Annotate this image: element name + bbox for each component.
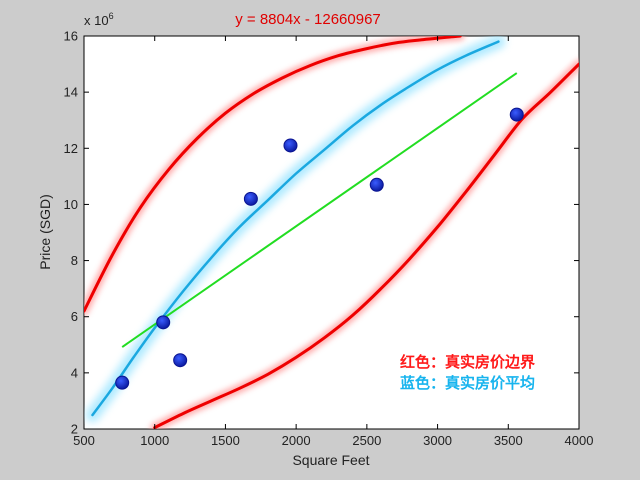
y-tick-label: 16 — [64, 29, 78, 44]
x-tick-label: 3500 — [494, 433, 523, 448]
y-axis-title: Price (SGD) — [37, 194, 53, 269]
legend-red-label: 红色：真实房价边界 — [400, 353, 535, 371]
y-tick-label: 10 — [64, 197, 78, 212]
lower-boundary-curve — [153, 62, 579, 429]
x-tick-label: 1000 — [140, 433, 169, 448]
regression-line — [121, 72, 518, 348]
data-point — [509, 107, 524, 122]
y-axis-multiplier: x 106 — [84, 11, 114, 28]
data-point — [115, 375, 130, 390]
y-tick-label: 4 — [71, 365, 78, 380]
x-tick-label: 1500 — [211, 433, 240, 448]
x-tick-label: 4000 — [565, 433, 594, 448]
x-tick-label: 3000 — [423, 433, 452, 448]
data-point — [243, 191, 258, 206]
y-tick-label: 6 — [71, 309, 78, 324]
y-tick-label: 14 — [64, 85, 78, 100]
x-tick-label: 2500 — [352, 433, 381, 448]
x-tick-label: 500 — [73, 433, 95, 448]
data-point — [173, 353, 188, 368]
x-tick-label: 2000 — [282, 433, 311, 448]
legend-blue-label: 蓝色：真实房价平均 — [400, 374, 535, 392]
upper-boundary-curve — [84, 36, 462, 313]
y-tick-label: 12 — [64, 141, 78, 156]
chart-title: y = 8804x - 12660967 — [235, 11, 381, 28]
data-point — [369, 177, 384, 192]
y-tick-label: 2 — [71, 422, 78, 437]
plot-area — [83, 35, 580, 430]
y-tick-label: 8 — [71, 253, 78, 268]
x-axis-title: Square Feet — [292, 452, 369, 468]
data-point — [156, 315, 171, 330]
y-axis-multiplier-exponent: 6 — [109, 11, 114, 21]
data-point — [283, 138, 298, 153]
mean-curve — [91, 40, 500, 417]
